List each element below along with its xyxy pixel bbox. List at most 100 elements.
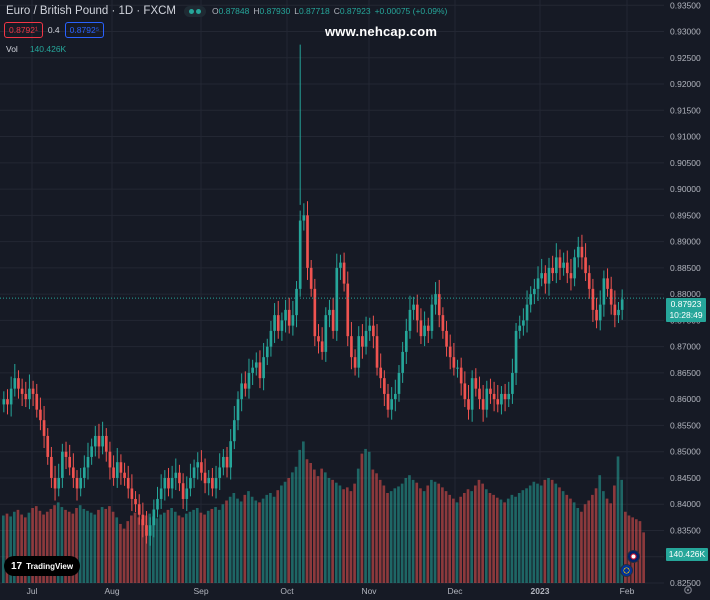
volume-bar: [210, 508, 214, 583]
candle-body: [342, 262, 346, 284]
volume-bar: [378, 479, 382, 583]
volume-bar: [287, 478, 291, 583]
volume-bar: [517, 493, 521, 583]
volume-bar: [2, 515, 5, 583]
volume-bar: [565, 494, 569, 583]
volume-bar: [419, 488, 422, 583]
candle-body: [203, 472, 207, 484]
candle-body: [320, 341, 324, 352]
volume-bar: [313, 469, 316, 583]
candle-body: [214, 477, 218, 489]
volume-bar: [64, 509, 67, 583]
volume-bar: [93, 514, 97, 583]
candle-body: [123, 472, 126, 478]
volume-bar: [144, 515, 148, 583]
x-tick-label: Aug: [104, 586, 119, 596]
volume-bar: [294, 466, 298, 583]
volume-label[interactable]: Vol: [6, 44, 18, 54]
trade-row: 0.8792¹ 0.4 0.8792⁵: [4, 22, 105, 38]
candle-body: [339, 262, 342, 268]
candle-body: [64, 451, 68, 457]
candle-body: [587, 273, 591, 289]
candle-body: [273, 315, 276, 331]
volume-bar: [591, 494, 594, 583]
volume-bar: [34, 506, 38, 583]
buy-button[interactable]: 0.8792⁵: [64, 22, 105, 38]
volume-bar: [280, 485, 283, 583]
volume-bar: [594, 488, 598, 583]
y-tick-label: 0.84000: [670, 499, 701, 509]
candle-body: [558, 257, 562, 268]
volume-bar: [239, 501, 243, 583]
candle-body: [189, 477, 192, 489]
uk-flag-icon: [627, 550, 640, 563]
candle-body: [163, 477, 167, 489]
symbol-title[interactable]: Euro / British Pound · 1D · FXCM: [6, 5, 176, 17]
volume-bar: [155, 518, 159, 583]
y-tick-label: 0.82500: [670, 578, 701, 588]
volume-bar: [547, 478, 550, 583]
volume-bar: [426, 485, 430, 583]
candle-body: [379, 367, 383, 379]
y-tick-label: 0.89000: [670, 237, 701, 247]
settings-gear-icon[interactable]: [682, 584, 694, 596]
candle-body: [448, 346, 452, 358]
candle-body: [159, 488, 163, 499]
volume-bar: [389, 491, 393, 583]
volume-bar: [291, 472, 294, 583]
volume-bar: [148, 513, 152, 583]
candle-body: [79, 477, 82, 489]
volume-bar: [550, 479, 554, 583]
volume-bar: [415, 482, 419, 583]
volume-bar: [437, 483, 441, 583]
candle-body: [72, 467, 75, 478]
last-price-tag: 0.87923 10:28:49: [666, 298, 706, 322]
volume-bar: [38, 510, 42, 583]
candle-body: [591, 288, 595, 310]
volume-bar: [119, 523, 122, 583]
y-tick-label: 0.88000: [670, 289, 701, 299]
volume-bar: [342, 489, 345, 583]
volume-bar: [558, 487, 561, 583]
candle-body: [178, 472, 181, 484]
candle-body: [576, 246, 580, 258]
y-tick-label: 0.92000: [670, 79, 701, 89]
ohlc-label: O: [212, 6, 219, 16]
candle-body: [445, 330, 448, 347]
volume-bar: [269, 493, 272, 583]
candle-body: [137, 504, 141, 515]
candle-body: [20, 388, 24, 394]
sell-button[interactable]: 0.8792¹: [4, 22, 43, 38]
spread-value: 0.4: [47, 25, 60, 35]
volume-bar: [203, 514, 206, 583]
candle-body: [606, 278, 609, 289]
tradingview-name: TradingView: [26, 561, 74, 571]
candle-body: [313, 288, 317, 337]
candle-body: [481, 399, 485, 410]
candle-body: [75, 477, 79, 489]
candle-body: [554, 257, 558, 274]
candle-body: [276, 315, 280, 331]
candle-body: [331, 309, 335, 331]
volume-bar: [309, 463, 312, 583]
candle-body: [452, 357, 456, 368]
volume-bar: [331, 479, 334, 583]
candle-body: [46, 435, 50, 457]
volume-bar: [477, 479, 481, 583]
volume-bar: [302, 441, 305, 583]
volume-bar: [316, 476, 320, 583]
volume-bar: [613, 485, 616, 583]
volume-bar: [20, 514, 23, 583]
candle-body: [580, 246, 584, 258]
candle-body: [423, 325, 426, 337]
candle-body: [434, 294, 437, 305]
volume-bar: [598, 475, 602, 583]
candle-body: [503, 393, 507, 400]
candle-body: [441, 315, 445, 331]
volume-bar: [49, 508, 53, 583]
tradingview-logo[interactable]: 17 TradingView: [4, 556, 81, 576]
volume-bar: [236, 498, 239, 583]
volume-bar: [225, 500, 228, 583]
volume-legend: Vol 140.426K: [6, 44, 66, 54]
